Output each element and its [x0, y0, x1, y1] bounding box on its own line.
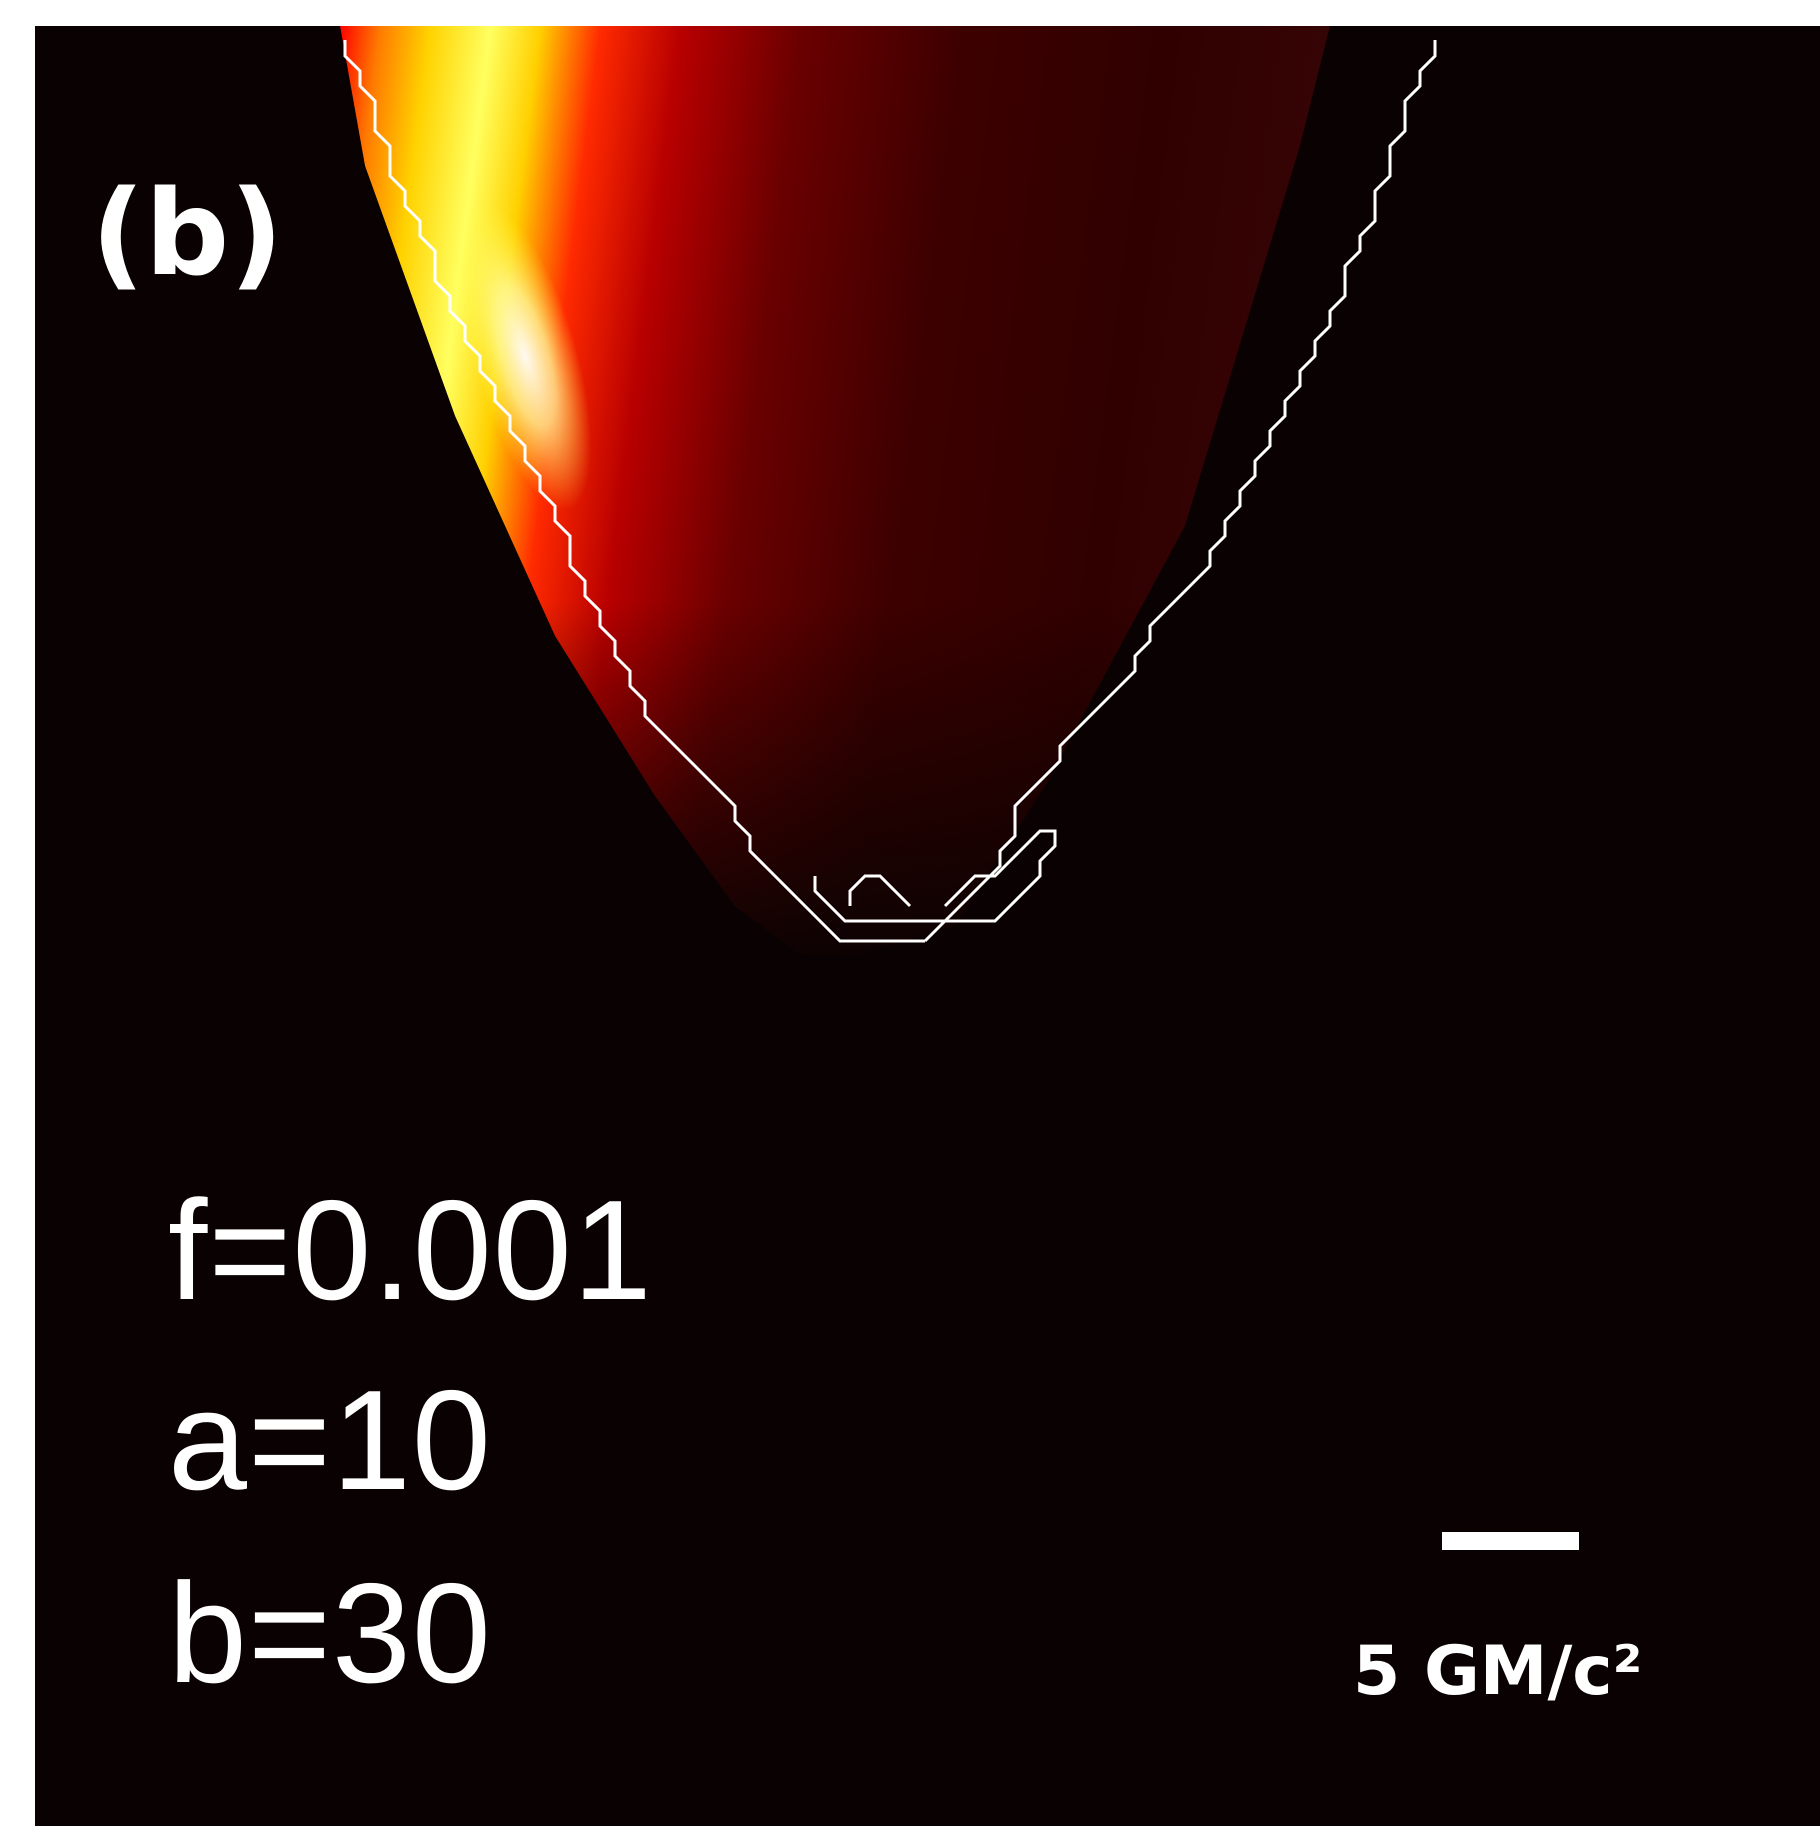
panel-label: (b) [91, 164, 284, 302]
inner-contour-inner [848, 874, 912, 908]
param-a-label: a=10 [168, 1361, 492, 1520]
scale-bar [1442, 1532, 1579, 1550]
outer-contour-left [343, 40, 925, 943]
contour-lines [343, 40, 1437, 943]
scale-bar-label: 5 GM/c² [1353, 1632, 1643, 1711]
outer-contour-right [923, 40, 1437, 943]
emission-region [340, 26, 1330, 956]
inner-contour-outer [813, 829, 1057, 923]
image-panel: (b) f=0.001 a=10 b=30 5 GM/c² [35, 26, 1820, 1826]
emission-map [340, 26, 1437, 956]
param-f-label: f=0.001 [168, 1171, 653, 1330]
param-b-label: b=30 [168, 1554, 492, 1713]
